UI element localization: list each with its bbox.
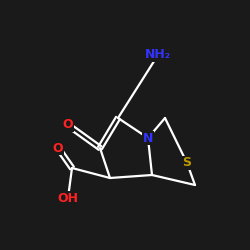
Text: NH₂: NH₂ bbox=[145, 48, 171, 62]
Text: O: O bbox=[53, 142, 63, 154]
Text: O: O bbox=[63, 118, 73, 132]
Text: OH: OH bbox=[58, 192, 78, 204]
Text: S: S bbox=[182, 156, 192, 170]
Text: N: N bbox=[143, 132, 153, 144]
